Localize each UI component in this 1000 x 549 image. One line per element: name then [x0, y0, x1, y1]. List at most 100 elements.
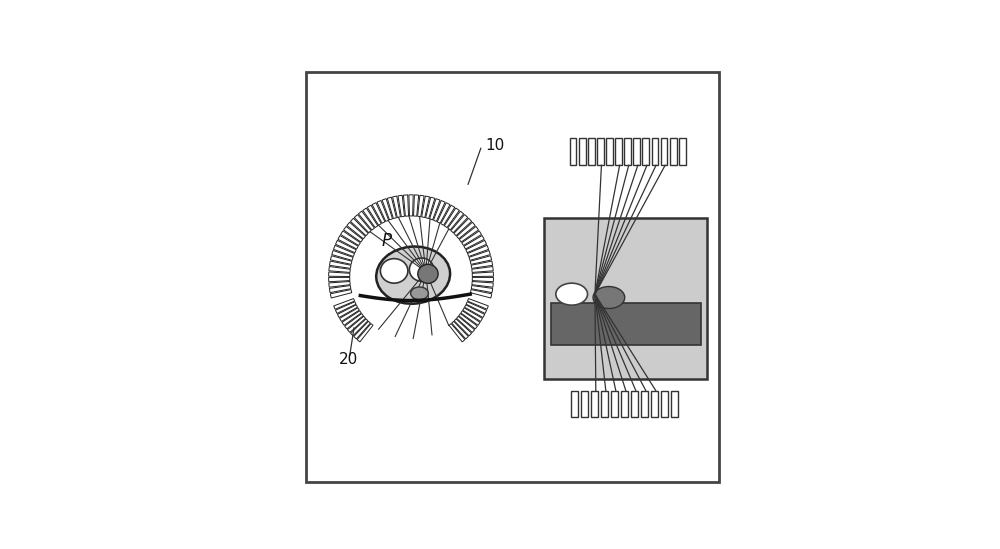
Text: 20: 20: [339, 352, 358, 367]
Polygon shape: [329, 277, 350, 282]
Polygon shape: [454, 319, 472, 336]
Bar: [581, 390, 588, 417]
Polygon shape: [468, 245, 489, 256]
Polygon shape: [418, 195, 424, 217]
Polygon shape: [470, 289, 492, 298]
Polygon shape: [377, 200, 389, 221]
Bar: [624, 138, 631, 165]
Polygon shape: [398, 195, 404, 217]
Polygon shape: [387, 197, 396, 219]
Polygon shape: [354, 321, 370, 339]
Bar: [642, 138, 649, 165]
Bar: [601, 390, 608, 417]
Bar: [551, 302, 701, 345]
Bar: [588, 138, 595, 165]
Polygon shape: [332, 250, 353, 260]
Polygon shape: [449, 323, 465, 342]
Polygon shape: [471, 261, 493, 268]
Polygon shape: [457, 316, 475, 333]
Polygon shape: [337, 305, 358, 317]
Polygon shape: [451, 215, 468, 233]
Bar: [570, 138, 576, 165]
Polygon shape: [329, 272, 350, 277]
Bar: [611, 390, 618, 417]
Polygon shape: [459, 313, 477, 329]
Polygon shape: [367, 205, 381, 225]
Polygon shape: [462, 231, 482, 245]
Bar: [651, 390, 658, 417]
Bar: [571, 390, 578, 417]
Polygon shape: [409, 195, 413, 216]
Ellipse shape: [380, 259, 408, 283]
Polygon shape: [465, 305, 485, 317]
Polygon shape: [468, 299, 488, 309]
Polygon shape: [444, 208, 459, 228]
Bar: [641, 390, 648, 417]
Polygon shape: [454, 219, 472, 236]
Text: P: P: [381, 232, 391, 250]
Bar: [661, 390, 668, 417]
Polygon shape: [393, 196, 400, 217]
Polygon shape: [433, 200, 445, 221]
Bar: [597, 138, 604, 165]
Polygon shape: [470, 256, 492, 265]
Polygon shape: [466, 302, 487, 313]
Ellipse shape: [556, 283, 588, 305]
Ellipse shape: [418, 265, 438, 283]
Polygon shape: [472, 282, 493, 287]
Bar: [606, 138, 613, 165]
Polygon shape: [330, 256, 352, 265]
Bar: [615, 138, 622, 165]
Polygon shape: [457, 222, 475, 239]
Polygon shape: [335, 302, 356, 313]
Bar: [544, 218, 707, 379]
Bar: [661, 138, 667, 165]
Polygon shape: [347, 316, 366, 333]
Bar: [631, 390, 638, 417]
Polygon shape: [426, 197, 435, 219]
Polygon shape: [472, 272, 493, 277]
Polygon shape: [422, 196, 430, 217]
Polygon shape: [329, 285, 351, 293]
Polygon shape: [469, 250, 490, 260]
Polygon shape: [334, 299, 355, 309]
Bar: [591, 390, 598, 417]
Text: 10: 10: [485, 138, 504, 153]
Polygon shape: [354, 215, 371, 233]
Polygon shape: [463, 308, 482, 322]
Polygon shape: [471, 285, 493, 293]
Polygon shape: [342, 311, 361, 326]
Polygon shape: [459, 226, 479, 242]
Polygon shape: [351, 319, 368, 336]
Polygon shape: [403, 195, 409, 216]
Ellipse shape: [409, 258, 434, 281]
Bar: [679, 138, 686, 165]
Polygon shape: [382, 199, 393, 220]
Polygon shape: [341, 231, 360, 245]
Ellipse shape: [376, 247, 450, 304]
Bar: [579, 138, 586, 165]
Polygon shape: [452, 321, 468, 339]
Polygon shape: [357, 323, 373, 342]
Ellipse shape: [593, 287, 625, 309]
Polygon shape: [437, 203, 450, 223]
Polygon shape: [358, 211, 374, 230]
Bar: [621, 390, 628, 417]
Polygon shape: [441, 205, 455, 225]
Bar: [652, 138, 658, 165]
Polygon shape: [347, 222, 365, 239]
Polygon shape: [414, 195, 419, 216]
Ellipse shape: [411, 287, 428, 300]
Polygon shape: [340, 308, 359, 322]
Polygon shape: [430, 199, 440, 220]
Bar: [671, 390, 678, 417]
Polygon shape: [464, 236, 484, 249]
Polygon shape: [333, 245, 355, 256]
Polygon shape: [472, 277, 493, 282]
Bar: [670, 138, 677, 165]
Polygon shape: [329, 266, 350, 272]
Polygon shape: [329, 282, 350, 287]
Polygon shape: [448, 211, 464, 230]
Polygon shape: [345, 313, 363, 329]
Polygon shape: [330, 289, 352, 298]
